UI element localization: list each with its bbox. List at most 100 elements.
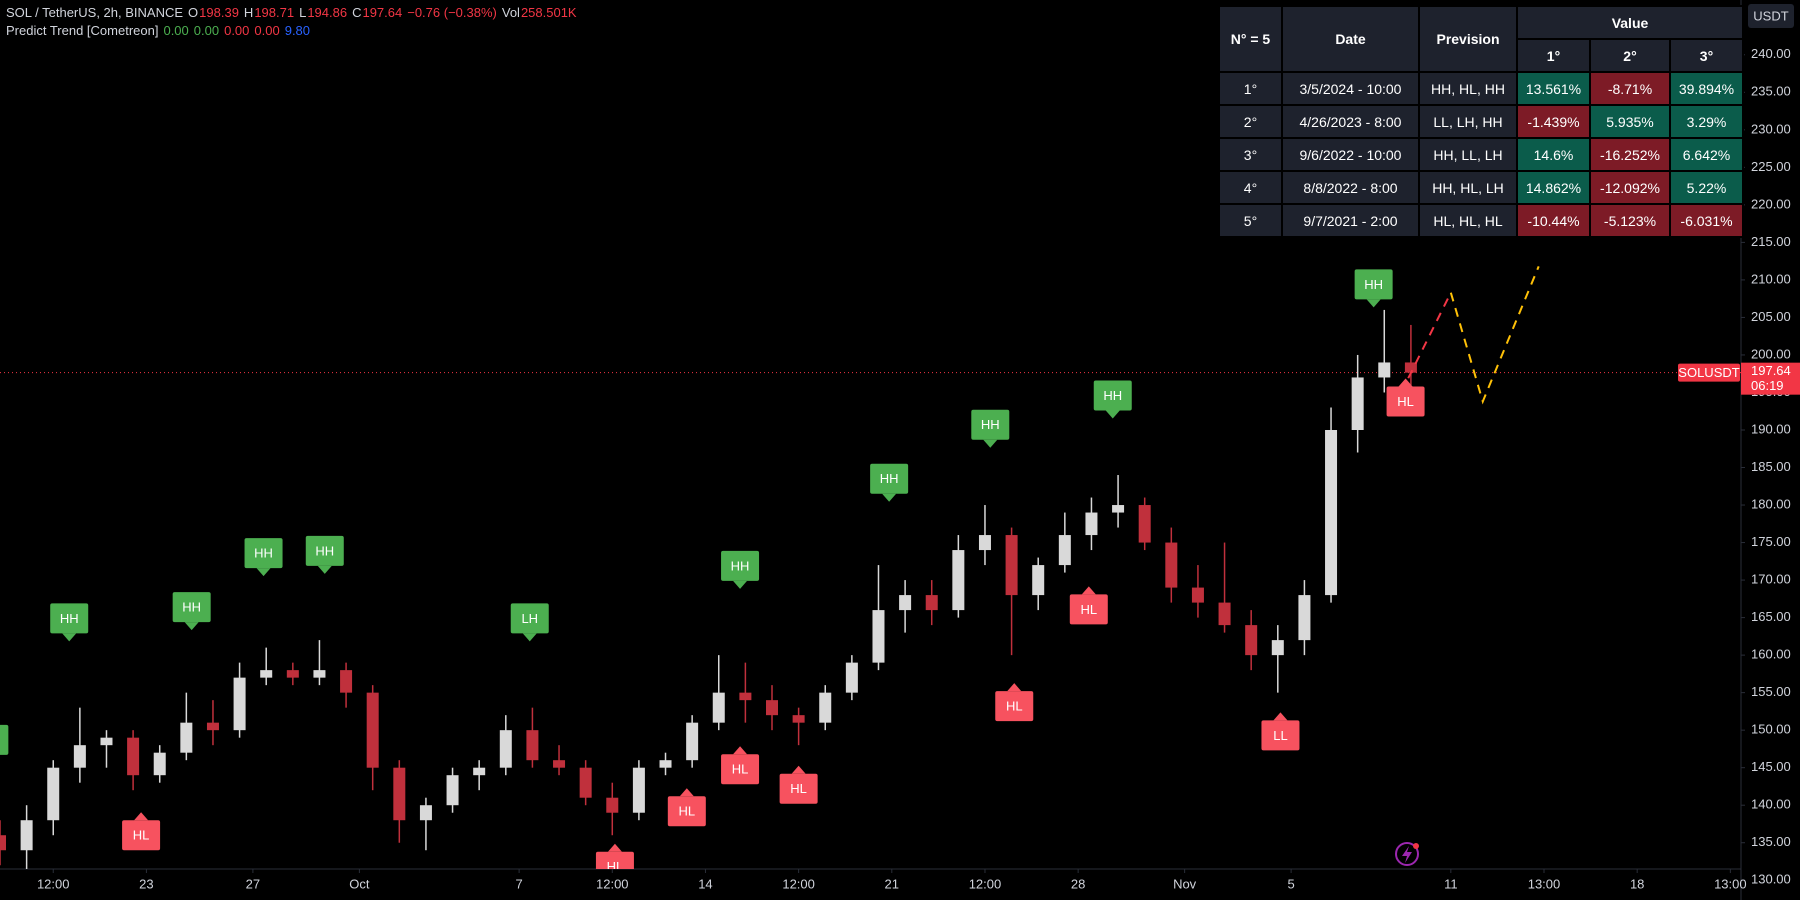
pivot-label: HH (60, 611, 79, 626)
x-tick-label: 23 (139, 876, 153, 891)
last-price-box (1741, 362, 1800, 395)
pivot-label: HH (731, 558, 750, 573)
value-cell: -12.092% (1589, 170, 1671, 205)
candle-body (180, 722, 193, 753)
pivot-label: HH (254, 546, 273, 561)
candle-body (1404, 362, 1417, 373)
pivot-box (1069, 594, 1108, 625)
table-header-row: N° = 5 Date Prevision Value (1218, 5, 1744, 73)
pivot-box (1386, 386, 1425, 417)
y-tick-label: 210.00 (1751, 271, 1791, 286)
table-corner: N° = 5 (1218, 5, 1283, 73)
value-cell: 5.935% (1589, 104, 1671, 139)
candle-body (260, 670, 273, 678)
pivot-box (50, 603, 89, 634)
y-tick-label: 160.00 (1751, 647, 1791, 662)
table-row: 3° 9/6/2022 - 10:00 HH, LL, LH 14.6% -16.252… (1218, 137, 1744, 172)
pivot-pointer (882, 493, 897, 502)
candle-body (1005, 535, 1018, 596)
lightning-icon[interactable] (1395, 842, 1419, 866)
ohlc-key: O (188, 5, 199, 20)
pivot-pointer (134, 812, 149, 821)
x-tick-label: 28 (1071, 876, 1085, 891)
plot-area: HHHHHHHHHHLHHHHHHHHHHHHLHLHLHLHLHLHLLLHL (0, 266, 1741, 874)
candle-body (1138, 505, 1151, 543)
currency: USDT (1753, 8, 1788, 23)
candle-body (872, 610, 885, 663)
pivot-box (244, 538, 283, 569)
x-tick-label: 12:00 (782, 876, 815, 891)
prevision: LL, LH, HH (1418, 104, 1518, 139)
currency-box[interactable] (1748, 4, 1794, 28)
y-tick-label: 130.00 (1751, 872, 1791, 887)
y-tick-label: 140.00 (1751, 797, 1791, 812)
candle-body (366, 692, 379, 768)
candle-body (819, 692, 832, 723)
pivot-pointer (256, 568, 271, 577)
pivot-label: HL (607, 859, 624, 874)
indicator-value: 0.00 (163, 23, 189, 38)
pivot-label: HL (1080, 602, 1097, 617)
date: 8/8/2022 - 8:00 (1281, 170, 1420, 205)
last-price-countdown: 06:19 (1751, 378, 1784, 393)
x-tick-label: 14 (698, 876, 712, 891)
candle-body (499, 730, 512, 768)
indicator-value: 0.00 (224, 23, 250, 38)
table-row: 4° 8/8/2022 - 8:00 HH, HL, LH 14.862% -12.09… (1218, 170, 1744, 205)
symbol: SOL / TetherUS, 2h, BINANCE (6, 5, 184, 20)
value-cell: -6.031% (1669, 203, 1744, 238)
rank: 1° (1218, 71, 1283, 106)
x-tick-label: 12:00 (596, 876, 629, 891)
y-tick-label: 220.00 (1751, 196, 1791, 211)
value-cell: 3.29% (1669, 104, 1744, 139)
date: 4/26/2023 - 8:00 (1281, 104, 1420, 139)
ohlc-key: H (243, 5, 254, 20)
x-tick-label: 7 (515, 876, 522, 891)
prevision: HH, HL, HH (1418, 71, 1518, 106)
candle-body (1298, 595, 1311, 641)
y-tick-label: 235.00 (1751, 84, 1791, 99)
pivot-pointer (733, 746, 748, 755)
value-cell: 6.642% (1669, 137, 1744, 172)
y-tick-label: 215.00 (1751, 234, 1791, 249)
date: 3/5/2024 - 10:00 (1281, 71, 1420, 106)
rank: 2° (1218, 104, 1283, 139)
table-header: Date (1281, 5, 1420, 73)
value-cell: -16.252% (1589, 137, 1671, 172)
indicator-value: 9.80 (284, 23, 311, 38)
pivot-pointer (1007, 683, 1022, 692)
pivot-pointer (62, 633, 77, 642)
candle-body (686, 722, 699, 761)
rank: 5° (1218, 203, 1283, 238)
y-tick-label: 155.00 (1751, 684, 1791, 699)
y-tick-label: 170.00 (1751, 572, 1791, 587)
last-price-symbol-box (1678, 363, 1740, 382)
pivot-box (0, 724, 9, 755)
x-tick-label: Nov (1173, 876, 1197, 891)
pivot-box (172, 592, 211, 623)
last-price-symbol: SOLUSDT (1678, 365, 1739, 380)
y-tick-label: 225.00 (1751, 159, 1791, 174)
pivot-box (122, 820, 161, 851)
candle-body (579, 767, 592, 798)
ohlc-value: 198.71 (254, 5, 295, 20)
y-tick-label: 165.00 (1751, 609, 1791, 624)
value-cell: -10.44% (1516, 203, 1591, 238)
candle-body (100, 737, 113, 746)
table-header: 2° (1589, 38, 1671, 73)
legend: SOL / TetherUS, 2h, BINANCE O198.39 H198.7… (6, 4, 582, 40)
candle-body (1351, 377, 1364, 430)
ohlc-value: 197.64 (362, 5, 403, 20)
pivot-label: HH (182, 600, 201, 615)
candle-body (1218, 602, 1231, 626)
x-tick-label: 18 (1630, 876, 1644, 891)
candle-body (1112, 505, 1125, 513)
x-tick-label: 11 (1444, 876, 1458, 891)
pivot-pointer (184, 622, 199, 631)
value-cell: 5.22% (1669, 170, 1744, 205)
indicator-line: Predict Trend [Cometreon] 0.00 0.00 0.00 0.0… (6, 22, 582, 40)
rank: 3° (1218, 137, 1283, 172)
candle-body (127, 737, 140, 776)
pivot-pointer (522, 633, 537, 642)
value-cell: 14.6% (1516, 137, 1591, 172)
